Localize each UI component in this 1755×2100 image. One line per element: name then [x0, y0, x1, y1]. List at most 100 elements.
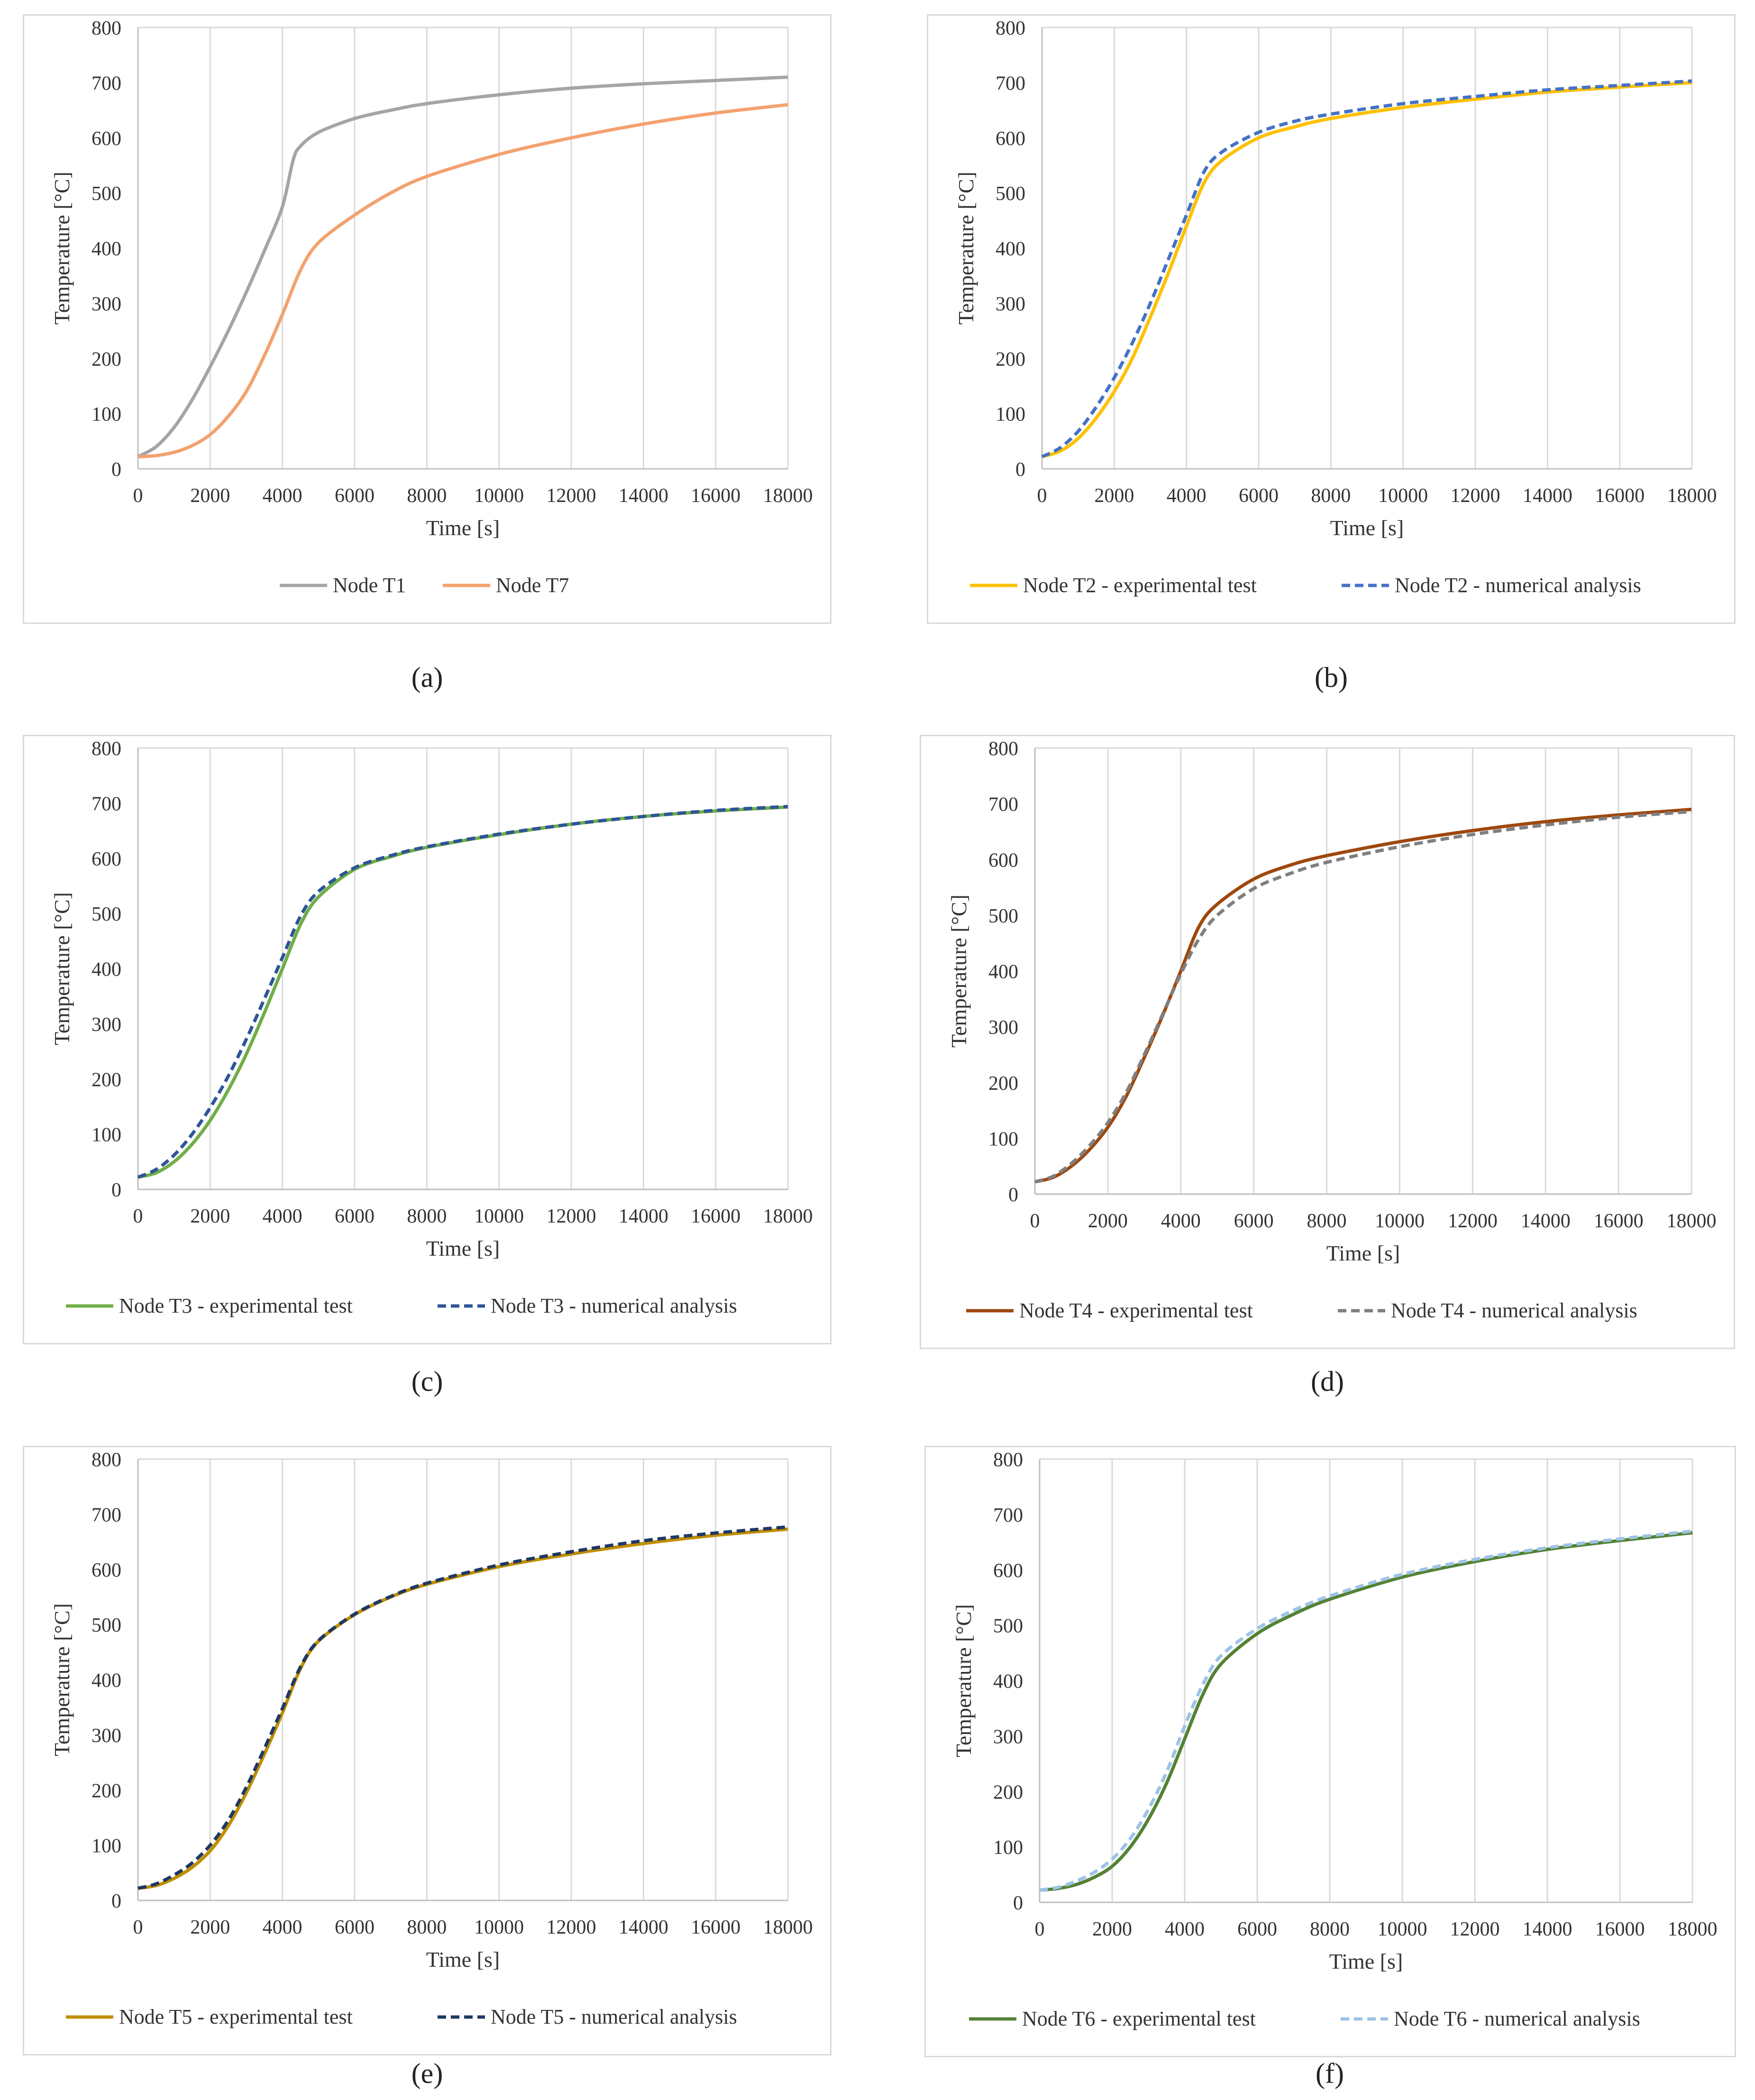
- series-line-f-1: [1039, 1531, 1693, 1892]
- panel-label-c: (c): [411, 1366, 443, 1397]
- y-tick-label: 500: [996, 183, 1025, 205]
- y-tick-label: 500: [993, 1616, 1023, 1637]
- x-tick-label: 10000: [474, 1205, 524, 1227]
- y-tick-label: 700: [996, 73, 1025, 94]
- legend-label: Node T3 - experimental test: [119, 1294, 353, 1317]
- x-tick-label: 14000: [619, 1205, 668, 1227]
- x-tick-label: 8000: [407, 1917, 447, 1938]
- y-tick-label: 600: [91, 1560, 121, 1581]
- x-tick-label: 10000: [1375, 1210, 1425, 1232]
- x-tick-label: 8000: [1311, 485, 1351, 507]
- y-tick-label: 200: [91, 1069, 121, 1091]
- x-tick-label: 4000: [263, 1205, 302, 1227]
- x-tick-label: 14000: [619, 1917, 668, 1938]
- legend-item-f-2: Node T6 - numerical analysis: [1341, 2007, 1640, 2030]
- y-tick-label: 0: [111, 1179, 121, 1201]
- x-tick-label: 4000: [1165, 1918, 1205, 1940]
- legend-label: Node T5 - experimental test: [119, 2005, 353, 2028]
- chart-frame-d: 0 100 200 300 400 500 600 700 800 0 2000 4000 6000 80…: [920, 735, 1735, 1349]
- panel-label-b: (b): [1315, 662, 1348, 693]
- x-tick-label: 16000: [1595, 1918, 1645, 1940]
- x-tick-label: 12000: [547, 1917, 596, 1938]
- y-tick-label: 100: [988, 1128, 1018, 1150]
- y-tick-label: 100: [91, 1835, 121, 1857]
- chart-frame-f: 0 100 200 300 400 500 600 700 800 0 2000 4000 6000 80…: [924, 1446, 1736, 2057]
- y-tick-label: 600: [91, 849, 121, 870]
- x-tick-label: 6000: [1237, 1918, 1277, 1940]
- y-tick-label: 200: [988, 1073, 1018, 1095]
- x-tick-label: 8000: [407, 485, 447, 507]
- panel-label-e: (e): [411, 2058, 443, 2089]
- x-tick-label: 6000: [335, 485, 375, 507]
- y-tick-label: 0: [111, 459, 121, 481]
- x-tick-label: 10000: [1378, 1918, 1427, 1940]
- legend-label: Node T4 - numerical analysis: [1391, 1299, 1637, 1322]
- x-tick-label: 12000: [547, 1205, 596, 1227]
- gridlines-d: [1034, 747, 1692, 1194]
- y-tick-label: 600: [91, 128, 121, 150]
- x-tick-label: 18000: [763, 1205, 813, 1227]
- series-line-f-2: [1039, 1529, 1693, 1892]
- y-tick-label: 400: [91, 1670, 121, 1692]
- y-tick-label: 0: [1013, 1892, 1023, 1914]
- chart-frame-c: 0 100 200 300 400 500 600 700 800 0 2000 4000 6000 80…: [23, 735, 832, 1344]
- legend-item-b-2: Node T2 - numerical analysis: [1342, 574, 1641, 597]
- x-axis-title: Time [s]: [426, 1947, 500, 1972]
- series-line-c-1: [137, 805, 788, 1179]
- x-tick-label: 18000: [763, 485, 813, 507]
- y-tick-label: 700: [988, 794, 1018, 816]
- x-tick-label: 16000: [691, 1917, 740, 1938]
- series-line-b-2: [1041, 79, 1692, 458]
- x-tick-label: 18000: [763, 1917, 813, 1938]
- y-tick-label: 800: [988, 738, 1018, 760]
- x-tick-label: 0: [1037, 485, 1047, 507]
- x-tick-label: 6000: [335, 1205, 375, 1227]
- y-tick-label: 100: [993, 1837, 1023, 1859]
- panel-label-a: (a): [411, 662, 443, 693]
- series-line-d-2: [1034, 810, 1692, 1184]
- legend-label: Node T3 - numerical analysis: [491, 1294, 737, 1317]
- y-tick-label: 400: [91, 959, 121, 981]
- x-tick-label: 0: [1035, 1918, 1045, 1940]
- y-tick-label: 700: [91, 73, 121, 94]
- y-axis-title: Temperature [°C]: [951, 1604, 976, 1757]
- x-tick-label: 8000: [1307, 1210, 1347, 1232]
- x-tick-label: 10000: [1378, 485, 1428, 507]
- x-axis-title: Time [s]: [1330, 516, 1404, 540]
- x-tick-label: 16000: [691, 1205, 740, 1227]
- series-line-e-1: [137, 1527, 788, 1890]
- legend-label: Node T1: [333, 574, 406, 597]
- y-tick-label: 300: [91, 293, 121, 315]
- x-tick-label: 2000: [1088, 1210, 1128, 1232]
- y-tick-label: 0: [111, 1890, 121, 1912]
- y-tick-label: 400: [993, 1671, 1023, 1693]
- y-tick-label: 400: [988, 961, 1018, 983]
- y-axis-title: Temperature [°C]: [947, 895, 971, 1048]
- y-axis-title: Temperature [°C]: [50, 172, 74, 325]
- y-tick-label: 300: [91, 1014, 121, 1036]
- y-tick-label: 300: [996, 293, 1025, 315]
- y-tick-label: 800: [91, 1449, 121, 1471]
- y-tick-label: 100: [91, 404, 121, 426]
- y-tick-label: 300: [993, 1726, 1023, 1748]
- y-tick-label: 0: [1008, 1184, 1018, 1206]
- panel-label-d: (d): [1311, 1366, 1344, 1397]
- y-tick-label: 200: [993, 1781, 1023, 1803]
- x-tick-label: 18000: [1667, 485, 1717, 507]
- y-tick-label: 600: [993, 1560, 1023, 1582]
- x-tick-label: 0: [1030, 1210, 1040, 1232]
- y-axis-title: Temperature [°C]: [50, 892, 74, 1045]
- x-axis-title: Time [s]: [426, 1236, 500, 1260]
- y-tick-label: 800: [996, 18, 1025, 39]
- x-tick-label: 12000: [1451, 485, 1500, 507]
- x-tick-label: 4000: [263, 1917, 302, 1938]
- series-line-d-1: [1034, 807, 1692, 1184]
- x-axis-title: Time [s]: [1329, 1949, 1403, 1973]
- legend-label: Node T7: [496, 574, 569, 597]
- y-tick-label: 300: [91, 1725, 121, 1747]
- legend-item-d-1: Node T4 - experimental test: [966, 1299, 1253, 1322]
- y-tick-label: 800: [993, 1449, 1023, 1471]
- series-line-c-2: [137, 804, 788, 1179]
